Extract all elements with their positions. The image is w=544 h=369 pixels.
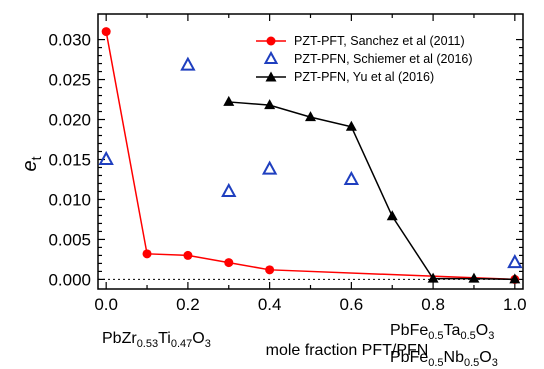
y-tick-label: 0.010	[48, 190, 91, 209]
legend-label-schiemer: PZT-PFN, Schiemer et al (2016)	[294, 52, 473, 66]
endpoint-label-right-top: PbFe0.5Ta0.5O3	[390, 322, 494, 342]
x-tick-label: 0.8	[421, 295, 445, 314]
data-point	[343, 170, 360, 185]
tick-labels: 0.0 0.2 0.4 0.6 0.8 1.0 0.000 0.005 0.010 0.015 0.…	[48, 31, 526, 314]
data-point	[305, 111, 316, 122]
series-1	[98, 56, 523, 269]
series-line	[105, 31, 515, 281]
series-2	[223, 95, 521, 284]
x-tick-label: 0.2	[176, 295, 200, 314]
data-point	[265, 265, 275, 275]
data-point	[264, 99, 276, 110]
data-point	[224, 258, 234, 268]
y-tick-label: 0.030	[48, 31, 91, 50]
data-point	[221, 182, 237, 197]
data-point	[98, 150, 114, 165]
x-tick-label: 0.0	[94, 295, 118, 314]
legend-label-yu: PZT-PFN, Yu et al (2016)	[294, 70, 434, 84]
x-axis-label: mole fraction PFT/PFN	[266, 342, 429, 359]
x-tick-label: 0.6	[340, 295, 364, 314]
y-axis-label: et	[19, 156, 44, 171]
legend: PZT-PFT, Sanchez et al (2011) PZT-PFN, S…	[256, 34, 473, 84]
legend-label-sanchez: PZT-PFT, Sanchez et al (2011)	[294, 34, 465, 48]
y-tick-label: 0.025	[48, 71, 91, 90]
data-point	[468, 272, 480, 283]
data-point	[507, 254, 523, 269]
data-point	[509, 273, 521, 284]
y-tick-label: 0.005	[48, 230, 91, 249]
endpoint-label-left: PbZr0.53Ti0.47O3	[102, 330, 211, 350]
series-0	[101, 27, 520, 284]
endpoint-label-right-bottom: PbFe0.5Nb0.5O3	[390, 349, 498, 369]
data-point	[142, 249, 152, 259]
legend-entry-yu: PZT-PFN, Yu et al (2016)	[256, 70, 434, 84]
x-tick-label: 1.0	[503, 295, 527, 314]
axis-ticks	[98, 14, 523, 289]
data-point	[427, 272, 439, 283]
legend-entry-sanchez: PZT-PFT, Sanchez et al (2011)	[256, 34, 465, 48]
legend-entry-schiemer: PZT-PFN, Schiemer et al (2016)	[263, 50, 473, 66]
series-line	[228, 101, 515, 281]
series-layer	[98, 27, 523, 284]
data-point	[180, 56, 196, 71]
data-point	[223, 95, 235, 106]
x-tick-label: 0.4	[258, 295, 282, 314]
data-point	[101, 27, 111, 37]
y-tick-label: 0.020	[48, 111, 91, 130]
data-point	[183, 250, 193, 260]
y-tick-label: 0.015	[48, 150, 91, 169]
y-tick-label: 0.000	[48, 270, 91, 289]
data-point	[386, 210, 398, 221]
data-point	[261, 160, 278, 175]
data-point	[345, 120, 357, 131]
